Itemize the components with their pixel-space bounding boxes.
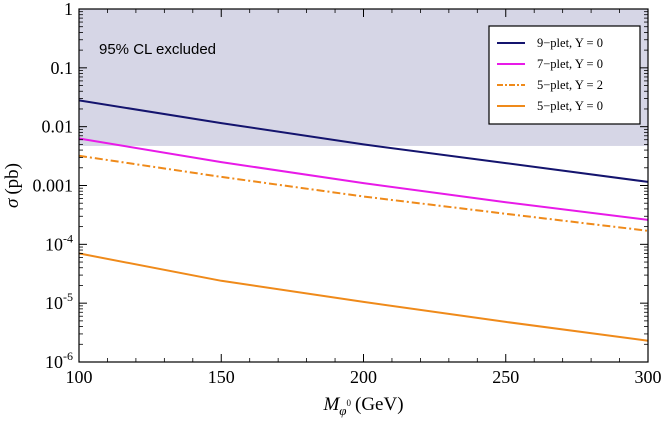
y-tick-label: 0.1 <box>51 58 74 78</box>
x-tick-label: 250 <box>492 367 519 387</box>
series-line-3 <box>78 154 649 232</box>
legend: 9−plet, Y = 0 7−plet, Y = 0 5−plet, Y = 2 5… <box>488 25 641 125</box>
y-tick-label: 1 <box>64 0 73 19</box>
y-tick-label: 10-4 <box>45 231 73 254</box>
svg-text:Mφ0(GeV): Mφ0 (GeV) <box>322 394 403 418</box>
x-axis-sup: 0 <box>347 398 352 408</box>
x-tick-label: 100 <box>66 367 93 387</box>
x-tick-label: 150 <box>208 367 235 387</box>
y-axis-title: σ (pb) <box>2 163 23 208</box>
series-line-1 <box>78 99 649 183</box>
x-tick-label: 300 <box>635 367 662 387</box>
x-axis-unit: (GeV) <box>355 394 404 415</box>
x-axis-subscript: φ <box>339 403 346 418</box>
series-line-4 <box>78 252 649 342</box>
legend-label-3: 5−plet, Y = 2 <box>537 78 603 92</box>
x-axis-symbol: M <box>322 394 340 415</box>
y-axis-symbol: σ <box>2 198 23 208</box>
y-tick-label: 0.01 <box>42 117 74 137</box>
legend-label-4: 5−plet, Y = 0 <box>537 99 603 113</box>
svg-text:σ(pb): σ (pb) <box>2 163 23 208</box>
legend-label-1: 9−plet, Y = 0 <box>537 36 603 50</box>
y-tick-label: 10-6 <box>45 349 73 372</box>
y-tick-label: 0.001 <box>33 176 74 196</box>
x-tick-label: 200 <box>350 367 377 387</box>
x-axis-title: Mφ0 (GeV) <box>322 394 403 418</box>
y-tick-label: 10-5 <box>45 290 73 313</box>
legend-label-2: 7−plet, Y = 0 <box>537 57 603 71</box>
series-line-2 <box>78 137 649 221</box>
y-axis-unit: (pb) <box>2 163 23 195</box>
excluded-annotation: 95% CL excluded <box>99 41 216 58</box>
